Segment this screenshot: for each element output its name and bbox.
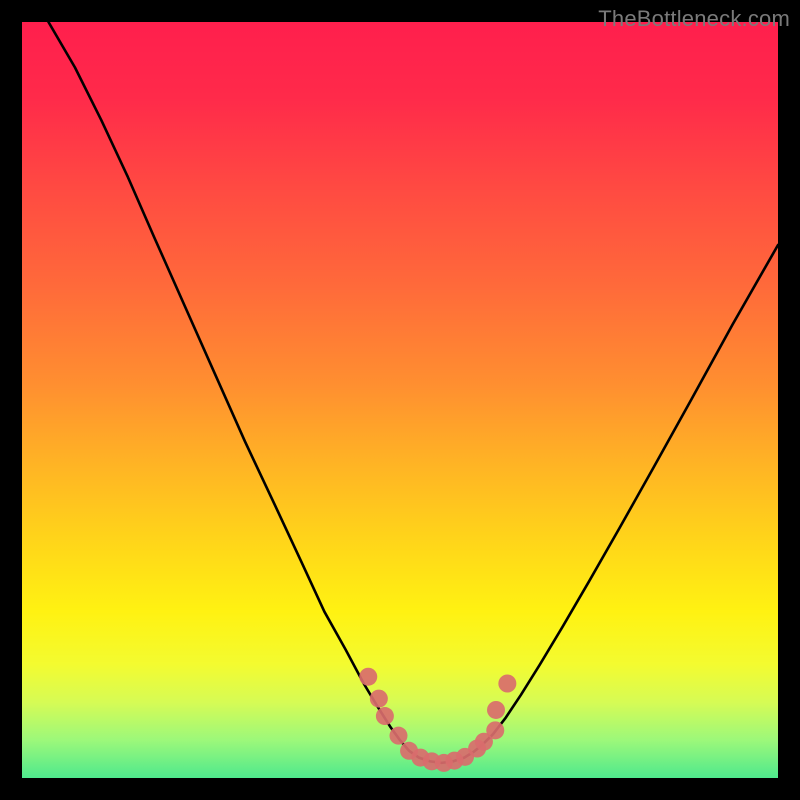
curve-marker [486, 721, 504, 739]
curve-marker [389, 727, 407, 745]
chart-canvas: TheBottleneck.com [0, 0, 800, 800]
curve-marker [498, 675, 516, 693]
curve-marker [376, 707, 394, 725]
curve-marker [370, 690, 388, 708]
curve-marker [359, 668, 377, 686]
bottleneck-curve [48, 22, 778, 763]
watermark-text: TheBottleneck.com [598, 6, 790, 32]
curve-marker [487, 701, 505, 719]
curve-layer [0, 0, 800, 800]
